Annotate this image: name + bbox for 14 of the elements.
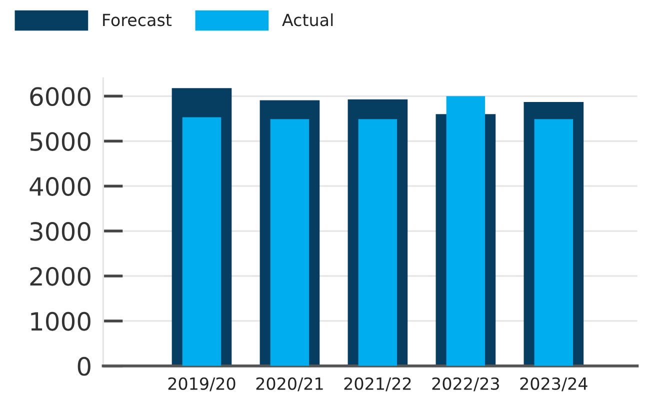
- y-tick-label: 3000: [30, 222, 90, 241]
- y-tick-label: 1000: [31, 312, 90, 331]
- y-tick-label: 4000: [30, 177, 90, 196]
- y-tick-label: 0: [78, 356, 90, 376]
- x-tick-label: 2019/20: [168, 377, 236, 392]
- legend-label: Actual: [282, 13, 333, 26]
- x-tick-label: 2020/21: [256, 377, 323, 392]
- y-tick-label: 2000: [30, 266, 90, 286]
- x-tick-label: 2022/23: [432, 377, 499, 392]
- x-tick-label: 2023/24: [520, 377, 588, 392]
- x-tick-label: 2021/22: [344, 377, 411, 392]
- y-tick-label: 5000: [30, 132, 90, 151]
- y-tick-label: 6000: [30, 87, 90, 106]
- legend-label: Forecast: [103, 14, 172, 26]
